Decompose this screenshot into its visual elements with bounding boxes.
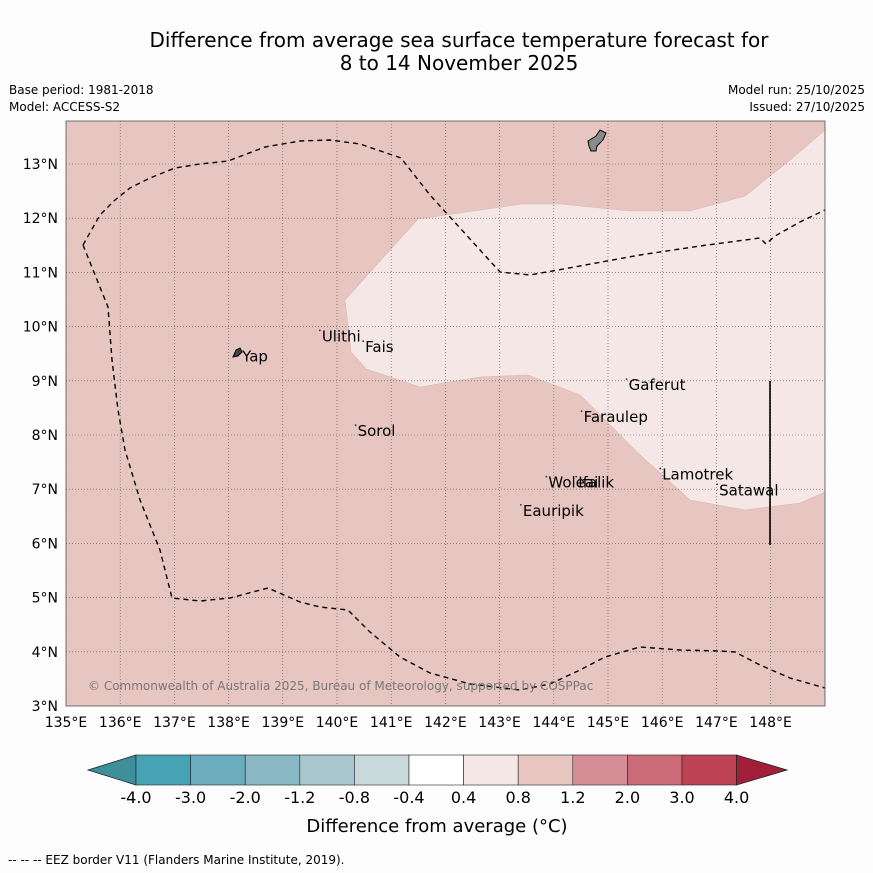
model-label: Model: ACCESS-S2 (9, 100, 121, 114)
place-label-eauripik: Eauripik (523, 502, 584, 520)
colorbar-segment (244, 754, 301, 786)
colorbar-tick-label: -1.2 (284, 788, 315, 807)
colorbar-segment (299, 754, 355, 786)
place-label-yap: Yap (241, 347, 268, 365)
place-marker (580, 410, 583, 413)
place-marker (239, 349, 242, 352)
colorbar-label: Difference from average (°C) (306, 816, 567, 837)
graticule (66, 121, 825, 706)
copyright-text: © Commonwealth of Australia 2025, Bureau… (88, 679, 593, 693)
x-tick-label: 138°E (207, 715, 250, 731)
x-axis-ticks: 135°E 136°E 137°E 138°E 139°E 140°E 141°E 142°E… (45, 715, 792, 731)
colorbar-tick-label: -0.8 (339, 788, 370, 807)
footer-note: -- -- -- EEZ border V11 (Flanders Marine… (8, 853, 345, 867)
place-marker (354, 424, 357, 427)
x-tick-label: 147°E (695, 715, 738, 731)
place-label-ifalik: Ifalik (578, 474, 614, 492)
colorbar-tick-label: 0.4 (451, 788, 476, 807)
colorbar-segment (681, 754, 737, 786)
place-label-lamotrek: Lamotrek (662, 466, 733, 484)
place-marker (716, 483, 719, 486)
colorbar-tick-label: -0.4 (393, 788, 424, 807)
guam-island (587, 129, 607, 152)
place-marker (575, 475, 578, 478)
y-tick-label: 8°N (32, 428, 58, 444)
colorbar-segment (190, 754, 246, 786)
y-tick-label: 13°N (23, 157, 58, 173)
x-tick-label: 143°E (478, 715, 521, 731)
title-line-2: 8 to 14 November 2025 (339, 51, 579, 75)
x-tick-label: 141°E (370, 715, 413, 731)
place-label-faraulep: Faraulep (584, 408, 648, 426)
colorbar-tick-label: -3.0 (175, 788, 206, 807)
y-tick-label: 11°N (23, 265, 58, 281)
eez-border (82, 139, 825, 691)
colorbar-tick-label: 4.0 (724, 788, 749, 807)
map-frame (65, 120, 826, 707)
x-tick-label: 136°E (99, 715, 142, 731)
colorbar-tick-label: 3.0 (669, 788, 694, 807)
colorbar-min-arrow (86, 754, 137, 786)
place-label-woleai: Woleai (548, 474, 598, 492)
anomaly-region-mild (344, 129, 825, 511)
y-tick-label: 3°N (32, 699, 58, 715)
place-label-fais: Fais (365, 338, 394, 356)
colorbar-segment (354, 754, 410, 786)
y-tick-label: 9°N (32, 374, 58, 390)
colorbar-tick-label: 1.2 (560, 788, 585, 807)
y-axis-ticks: 3°N 4°N 5°N 6°N 7°N 8°N 9°N 10°N 11°N 12°N 13°N (23, 157, 58, 715)
place-label-sorol: Sorol (358, 422, 396, 440)
x-tick-label: 140°E (316, 715, 359, 731)
x-tick-label: 144°E (533, 715, 576, 731)
colorbar: -4.0 -3.0 -2.0 -1.2 -0.8 -0.4 0.4 0.8 1.2 2.0 3.0 4… (86, 754, 789, 807)
place-label-satawal: Satawal (719, 481, 778, 499)
colorbar-segment (627, 754, 683, 786)
y-tick-label: 12°N (23, 211, 58, 227)
colorbar-tick-label: 0.8 (505, 788, 530, 807)
y-tick-label: 5°N (32, 591, 58, 607)
place-marker (625, 378, 628, 381)
place-marker (520, 503, 522, 506)
place-marker (545, 475, 548, 478)
colorbar-tick-label: -4.0 (120, 788, 151, 807)
colorbar-segment (463, 754, 519, 786)
y-tick-label: 7°N (32, 482, 58, 498)
x-tick-label: 145°E (587, 715, 630, 731)
issued-label: Issued: 27/10/2025 (749, 100, 865, 114)
x-tick-label: 142°E (424, 715, 467, 731)
x-tick-label: 135°E (45, 715, 88, 731)
colorbar-segment (517, 754, 574, 786)
colorbar-segment (408, 754, 464, 786)
colorbar-max-arrow (736, 754, 789, 786)
place-marker (362, 340, 365, 343)
place-marker (659, 467, 662, 470)
x-tick-label: 139°E (262, 715, 305, 731)
place-marker (318, 329, 321, 332)
model-run-label: Model run: 25/10/2025 (727, 83, 865, 97)
y-tick-label: 6°N (32, 536, 58, 552)
y-tick-label: 4°N (32, 645, 58, 661)
x-tick-label: 146°E (641, 715, 684, 731)
place-label-gaferut: Gaferut (629, 376, 686, 394)
colorbar-tick-label: -2.0 (230, 788, 261, 807)
title-line-1: Difference from average sea surface temp… (149, 28, 769, 52)
place-label-ulithi: Ulithi (322, 327, 361, 345)
colorbar-tick-label: 2.0 (615, 788, 640, 807)
x-tick-label: 148°E (749, 715, 792, 731)
y-tick-label: 10°N (23, 320, 58, 336)
colorbar-segment (572, 754, 628, 786)
colorbar-segment (135, 754, 191, 786)
x-tick-label: 137°E (153, 715, 196, 731)
base-period-label: Base period: 1981-2018 (9, 83, 154, 97)
